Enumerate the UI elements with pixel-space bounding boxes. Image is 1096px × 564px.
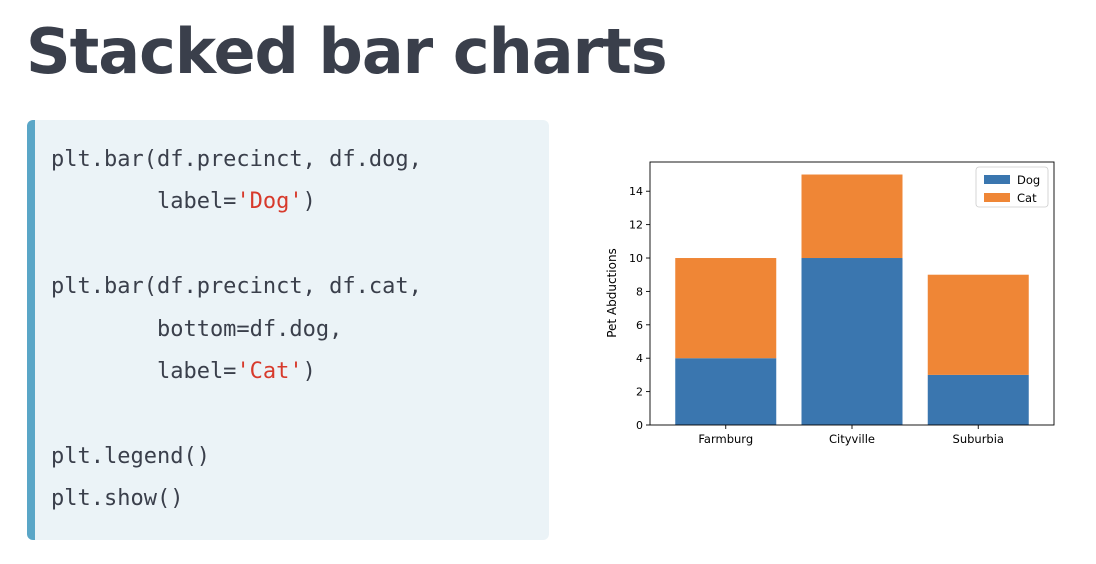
bar-cat-farmburg bbox=[675, 258, 777, 359]
code-text: ) bbox=[302, 189, 316, 215]
slide-title: Stacked bar charts bbox=[26, 15, 668, 88]
code-line: plt.bar(df.precinct, df.dog, bbox=[51, 145, 422, 175]
y-tick-label: 8 bbox=[636, 285, 643, 298]
code-text: bottom=df.dog, bbox=[51, 316, 343, 342]
x-tick-label-cityville: Cityville bbox=[829, 432, 875, 446]
code-line: plt.legend() bbox=[51, 442, 210, 472]
bar-dog-cityville bbox=[801, 258, 903, 425]
bar-cat-cityville bbox=[801, 174, 903, 259]
code-text: plt.legend() bbox=[51, 443, 210, 469]
x-tick-label-farmburg: Farmburg bbox=[698, 432, 753, 446]
legend-label-cat: Cat bbox=[1017, 191, 1037, 205]
code-string: 'Dog' bbox=[236, 189, 303, 215]
legend-swatch-cat bbox=[984, 193, 1010, 202]
bar-cat-suburbia bbox=[927, 274, 1029, 375]
legend-swatch-dog bbox=[984, 175, 1010, 184]
legend-label-dog: Dog bbox=[1017, 173, 1040, 187]
y-tick-label: 2 bbox=[636, 386, 643, 399]
stacked-bar-chart: Pet Abductions 0 2 4 6 8 10 12 14 Farmburg Cityvi… bbox=[605, 161, 1055, 446]
code-text: plt.show() bbox=[51, 486, 184, 512]
y-tick-label: 14 bbox=[629, 185, 643, 198]
code-text: plt.bar(df.precinct, df.dog, bbox=[51, 147, 422, 172]
code-line: bottom=df.dog, bbox=[51, 315, 342, 345]
y-tick-label: 10 bbox=[629, 252, 643, 265]
code-text: plt.bar(df.precinct, df.cat, bbox=[51, 274, 422, 300]
code-line: plt.bar(df.precinct, df.cat, bbox=[51, 272, 422, 302]
bar-dog-suburbia bbox=[927, 374, 1029, 425]
y-tick-label: 0 bbox=[636, 419, 643, 432]
code-string: 'Cat' bbox=[236, 359, 303, 384]
code-line: plt.show() bbox=[51, 484, 183, 514]
y-axis-title: Pet Abductions bbox=[605, 248, 619, 338]
code-line: label='Cat') bbox=[51, 357, 316, 387]
code-line: label='Dog') bbox=[51, 187, 316, 217]
code-text: ) bbox=[302, 359, 316, 384]
y-tick-label: 12 bbox=[629, 219, 643, 232]
bar-dog-farmburg bbox=[675, 358, 777, 425]
y-tick-label: 6 bbox=[636, 319, 643, 332]
code-text: label= bbox=[51, 189, 237, 215]
code-block: plt.bar(df.precinct, df.dog, label='Dog'… bbox=[27, 120, 549, 540]
x-tick-label-suburbia: Suburbia bbox=[953, 432, 1004, 446]
y-tick-label: 4 bbox=[636, 352, 643, 365]
code-text: label= bbox=[51, 359, 237, 384]
